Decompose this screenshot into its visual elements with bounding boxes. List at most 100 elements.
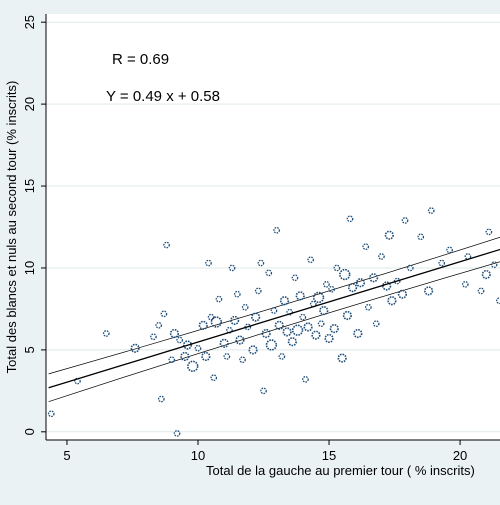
data-point xyxy=(496,297,500,305)
y-ticks: 0 5 10 15 20 25 xyxy=(22,15,46,435)
data-point xyxy=(319,305,329,316)
data-point xyxy=(254,287,262,295)
data-point xyxy=(477,287,485,295)
data-point xyxy=(355,278,366,288)
data-point xyxy=(215,295,223,303)
data-point xyxy=(270,307,278,314)
data-point xyxy=(168,356,176,364)
data-point xyxy=(210,374,218,382)
data-point xyxy=(353,328,363,339)
data-point xyxy=(286,308,294,316)
data-point xyxy=(223,353,231,360)
data-point xyxy=(427,207,435,214)
data-point xyxy=(378,253,385,260)
data-point xyxy=(348,283,358,293)
data-point xyxy=(273,226,280,234)
data-point xyxy=(424,286,434,296)
data-point xyxy=(230,315,240,325)
data-point xyxy=(155,321,163,329)
data-points xyxy=(47,207,500,437)
data-point xyxy=(364,303,372,311)
data-point xyxy=(302,376,309,383)
data-point xyxy=(74,377,81,385)
x-tick-label: 10 xyxy=(191,448,205,463)
confidence-band xyxy=(48,236,500,403)
data-point xyxy=(303,322,313,332)
data-point xyxy=(265,339,278,351)
y-axis-label: Total des blancs et nuls au second tour … xyxy=(4,81,19,374)
data-point xyxy=(406,264,414,272)
data-point xyxy=(173,430,181,437)
x-tick-label: 20 xyxy=(453,448,467,463)
data-point xyxy=(291,324,304,336)
y-tick-label: 15 xyxy=(22,179,37,193)
data-point xyxy=(393,277,401,285)
data-point xyxy=(481,269,491,280)
data-point xyxy=(397,289,408,299)
data-point xyxy=(239,356,246,364)
regression-line-group xyxy=(48,248,500,389)
data-point xyxy=(248,345,258,355)
data-point xyxy=(235,335,245,345)
data-point xyxy=(401,217,409,224)
data-point xyxy=(368,273,379,283)
regression-line xyxy=(48,248,500,389)
data-point xyxy=(346,215,354,223)
data-point xyxy=(194,344,202,352)
data-point xyxy=(102,330,110,337)
data-point xyxy=(387,296,397,306)
data-point xyxy=(461,280,469,288)
data-point xyxy=(279,296,290,306)
confidence-lower xyxy=(48,261,500,403)
data-point xyxy=(160,310,168,318)
data-point xyxy=(47,410,55,418)
y-tick-label: 0 xyxy=(22,428,37,435)
data-point xyxy=(130,343,140,353)
data-point xyxy=(233,290,241,298)
data-point xyxy=(278,353,286,360)
data-point xyxy=(299,313,307,321)
data-point xyxy=(210,316,223,328)
data-point xyxy=(241,303,249,311)
data-point xyxy=(201,351,211,362)
y-tick-label: 20 xyxy=(22,97,37,111)
data-point xyxy=(182,340,193,350)
data-point xyxy=(150,333,157,341)
data-point xyxy=(490,261,498,269)
data-point xyxy=(265,269,273,277)
data-point xyxy=(261,328,271,339)
data-point xyxy=(251,312,261,322)
data-point xyxy=(198,320,208,330)
annotation-equation: Y = 0.49 x + 0.58 xyxy=(106,88,220,105)
data-point xyxy=(446,246,453,254)
data-point xyxy=(176,336,184,344)
data-point xyxy=(384,230,394,240)
data-point xyxy=(311,330,321,340)
y-tick-label: 10 xyxy=(22,261,37,275)
data-point xyxy=(485,228,493,236)
y-tick-label: 5 xyxy=(22,346,37,353)
data-point xyxy=(438,259,446,267)
data-point xyxy=(312,291,325,304)
x-ticks: 5 10 15 20 xyxy=(63,440,467,463)
data-point xyxy=(274,320,284,330)
x-axis-label: Total de la gauche au premier tour ( % i… xyxy=(206,463,475,478)
data-point xyxy=(337,353,347,363)
data-point xyxy=(333,264,341,272)
data-point xyxy=(287,337,297,347)
data-point xyxy=(291,274,299,282)
data-point xyxy=(307,256,315,264)
data-point xyxy=(228,264,236,272)
data-point xyxy=(257,259,265,267)
data-point xyxy=(323,280,330,288)
data-point xyxy=(329,323,339,334)
data-point xyxy=(157,395,165,403)
data-point xyxy=(324,333,334,344)
data-point xyxy=(328,285,336,293)
data-point xyxy=(180,351,190,362)
plot-area xyxy=(46,14,500,440)
annotation-r: R = 0.69 xyxy=(112,51,169,68)
data-point xyxy=(163,241,170,249)
x-tick-label: 15 xyxy=(322,448,336,463)
